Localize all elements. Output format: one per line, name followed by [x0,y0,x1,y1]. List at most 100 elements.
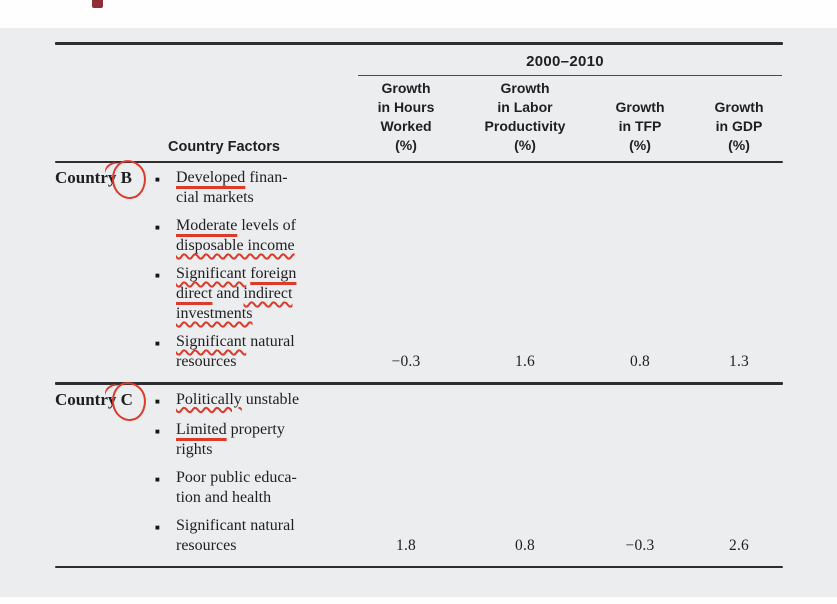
growth-table: 2000–2010 Country Factors Growth in Hours… [55,42,783,568]
factor-text: Significant natural [176,516,295,534]
factor-text-block: Moderate levels of disposable income [176,216,296,256]
column-header-line: Growth [500,79,550,96]
factor-line: direct and indirect [176,284,296,304]
factor-text-block: Poor public educa-tion and health [176,468,297,508]
factor-item: ■ Poor public educa-tion and health [155,468,347,508]
column-header-line: in Labor [497,98,553,115]
value-cell: 2.6 [729,536,749,554]
factor-text-block: Politically unstable [176,390,299,412]
factor-line: cial markets [176,188,288,208]
bullet-square-icon: ■ [155,396,160,406]
value-cell: −0.3 [391,353,421,370]
factor-text-block: Limited property rights [176,420,285,460]
factors-column-header: Country Factors [168,138,280,155]
red-underlined-text: foreign [250,265,297,282]
factor-line: tion and health [176,488,297,508]
red-underlined-text: Developed [176,169,246,186]
factor-line: Politically unstable [176,390,299,410]
column-header-line: (%) [728,136,750,153]
factor-text: natural [246,333,295,350]
factor-text: resources [176,536,237,554]
period-header-row: 2000–2010 [55,45,783,76]
column-header: Growth in Labor Productivity (%) [465,79,585,155]
value-cell: 1.3 [729,353,749,370]
section-divider [55,382,783,385]
factor-line: disposable income [176,236,296,256]
red-underlined-text: investments [176,305,253,322]
factor-text: unstable [241,390,300,408]
column-header-line: Growth [714,98,764,115]
factor-text: resources [176,353,237,370]
column-header-line: (%) [395,136,417,153]
factors-list: ■ Politically unstable ■ Limited property ri… [155,390,347,566]
factors-ul: ■ Developed finan-cial markets ■ Moderate l… [155,168,347,372]
country-letter: B [120,168,132,187]
column-header-line: (%) [629,136,651,153]
factor-text: and [212,285,244,302]
factor-line: Significant natural [176,332,295,352]
factor-text-block: Significant natural resources [176,332,295,372]
value-cell: 0.8 [630,353,650,370]
factor-line: Poor public educa- [176,468,297,488]
factor-text: property [226,420,285,438]
red-underlined-text: disposable income [176,237,295,254]
period-underline [358,74,782,76]
column-header-line: (%) [514,136,536,153]
red-underlined-text: indirect [243,285,293,302]
header-bottom-border [55,160,783,163]
column-header-line: Productivity [484,117,566,134]
factor-line: resources [176,536,295,556]
red-underlined-text: Significant [176,265,247,282]
column-header-row: Country Factors Growth in Hours Worked (%) G… [55,76,783,161]
factor-item: ■ Developed finan-cial markets [155,168,347,208]
country-label: Country C [55,379,155,423]
factor-line: Moderate levels of [176,216,296,236]
bullet-square-icon: ■ [155,474,160,484]
column-header: Growth in GDP (%) [695,98,783,155]
column-header-line: in Hours [377,98,435,115]
red-underlined-text: Politically [176,390,242,408]
country-prefix: Country [55,168,121,187]
factor-text: levels of [237,217,296,234]
factor-text: rights [176,440,213,458]
column-header-line: in GDP [715,117,763,134]
factor-text: tion and health [176,488,272,506]
factor-line: rights [176,440,285,460]
factors-ul: ■ Politically unstable ■ Limited property ri… [155,390,347,556]
factor-text: Poor public educa- [176,468,297,486]
column-header-line: in TFP [618,117,662,134]
factor-item: ■ Significant foreign direct and indirect i… [155,264,347,324]
bullet-square-icon: ■ [155,522,160,532]
red-underlined-text: Moderate [176,217,238,234]
factor-text-block: Significant foreign direct and indirect in… [176,264,296,324]
table-top-border [55,42,783,45]
table-body: Country B ■ Developed finan-cial markets ■ M… [55,158,783,566]
circled-letter: B [109,158,148,201]
red-underlined-text: Significant [176,333,247,350]
factor-item: ■ Politically unstable [155,390,347,412]
factor-line: Significant natural [176,516,295,536]
factor-text: finan- [245,169,288,186]
period-label: 2000–2010 [526,52,604,70]
value-cell: 1.8 [396,536,416,554]
country-section: Country C ■ Politically unstable ■ Limited p… [55,379,783,566]
factor-line: resources [176,352,295,372]
factor-line: investments [176,304,296,324]
bullet-square-icon: ■ [155,175,160,184]
country-prefix: Country [55,389,121,409]
factor-item: ■ Significant natural resources [155,516,347,556]
factor-line: Significant foreign [176,264,296,284]
column-header-line: Growth [615,98,665,115]
period-header-cell: 2000–2010 [347,45,783,76]
factor-line: Developed finan- [176,168,288,188]
bullet-square-icon: ■ [155,223,160,232]
column-header: Growth in Hours Worked (%) [347,79,465,155]
circled-letter: C [109,379,148,423]
column-header-line: Growth [381,79,431,96]
exhibit-panel: 2000–2010 Country Factors Growth in Hours… [0,28,837,597]
column-header: Growth in TFP (%) [585,98,695,155]
value-cell: 0.8 [515,536,535,554]
value-cell: −0.3 [625,536,655,554]
column-header-line: Worked [380,117,432,134]
